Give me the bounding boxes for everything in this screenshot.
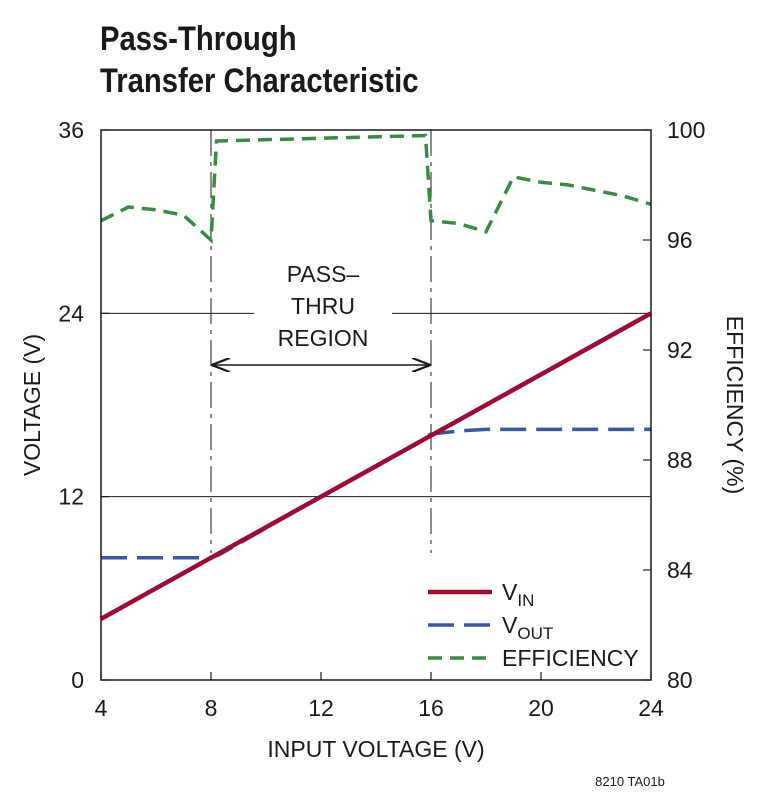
title-line-2: Transfer Characteristic: [100, 62, 419, 100]
x-tick-label-24: 24: [638, 695, 664, 721]
legend-label-vin: VIN: [502, 579, 534, 610]
x-tick-label-16: 16: [418, 695, 444, 721]
grid-lines: [101, 312, 651, 498]
y2-tick-label-96: 96: [667, 227, 693, 253]
pass-thru-region-markers: PASS– THRU REGION: [210, 130, 432, 553]
legend-label-vout: VOUT: [502, 612, 553, 643]
x-tick-label-4: 4: [95, 695, 108, 721]
y2-tick-label-92: 92: [667, 337, 693, 363]
series-vin-line: [99, 311, 653, 621]
y2-tick-label-100: 100: [667, 117, 705, 143]
y-tick-label-36: 36: [58, 117, 84, 143]
x-tick-label-8: 8: [205, 695, 218, 721]
y2-axis-label: EFFICIENCY (%): [722, 316, 748, 494]
chart-title: Pass-Through Transfer Characteristic: [100, 18, 419, 102]
y-axis-label: VOLTAGE (V): [19, 334, 45, 476]
plot-frame: [100, 129, 652, 681]
y2-tick-label-88: 88: [667, 447, 693, 473]
y2-tick-label-80: 80: [667, 667, 693, 693]
x-axis-label: INPUT VOLTAGE (V): [267, 736, 484, 762]
y-tick-label-24: 24: [58, 300, 84, 326]
footnote: 8210 TA01b: [595, 774, 665, 789]
legend-label-efficiency: EFFICIENCY: [502, 645, 639, 671]
series-efficiency-line: [100, 133, 652, 244]
y2-tick-label-84: 84: [667, 557, 693, 583]
y-tick-label-12: 12: [58, 484, 84, 510]
region-label-line-3: REGION: [278, 325, 369, 351]
data-series: [99, 133, 653, 621]
x-tick-label-12: 12: [308, 695, 334, 721]
region-label-line-1: PASS–: [287, 261, 360, 287]
series-vout-line: [101, 427, 651, 560]
region-label-line-2: THRU: [291, 293, 355, 319]
y-tick-label-0: 0: [71, 667, 84, 693]
title-line-1: Pass-Through: [100, 20, 297, 58]
x-tick-label-20: 20: [528, 695, 554, 721]
axis-ticks: 4 8 12 16 20 24 0 12 24 36 80 84 88 92 96 100: [58, 117, 705, 721]
